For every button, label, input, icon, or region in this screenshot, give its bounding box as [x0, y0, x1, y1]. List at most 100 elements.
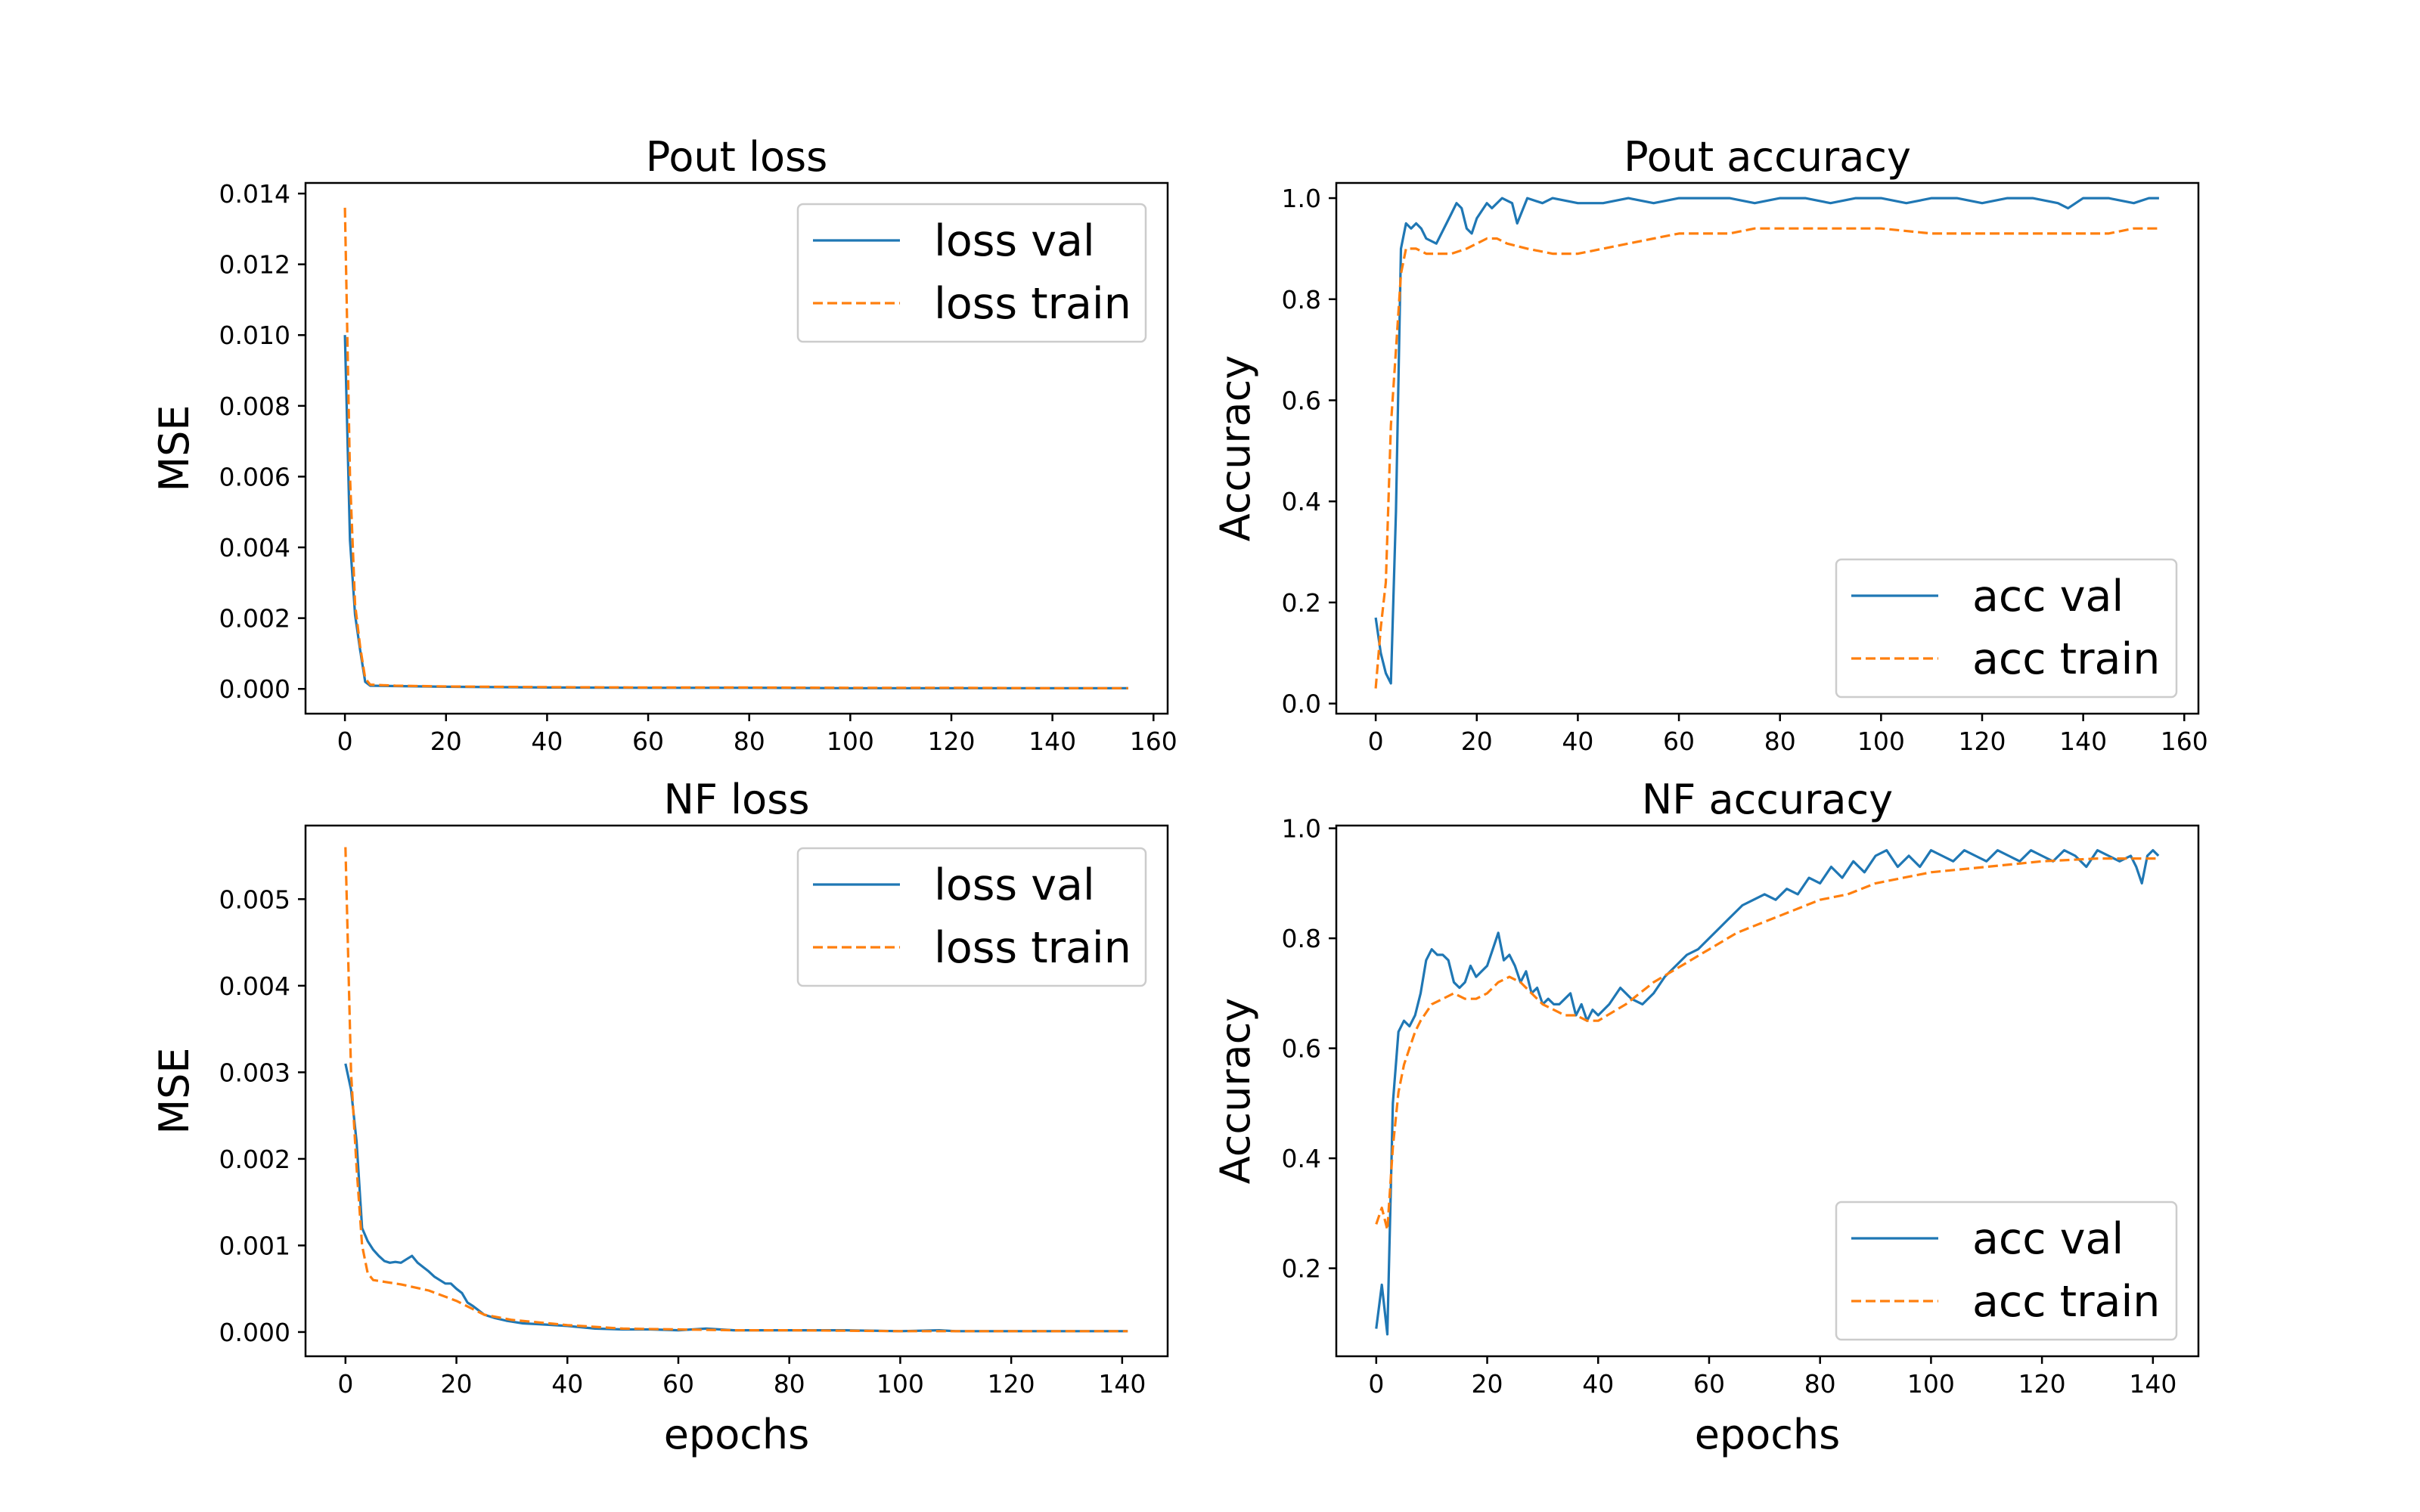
x-tick-label: 80 [1804, 1369, 1836, 1399]
y-tick-label: 0.8 [1282, 924, 1321, 953]
y-tick-label: 0.004 [219, 971, 290, 1001]
chart-title: Pout accuracy [1624, 133, 1911, 181]
legend-label: acc train [1972, 634, 2160, 684]
x-axis-label: epochs [664, 1411, 810, 1458]
y-tick-label: 0.010 [219, 321, 290, 350]
chart-panel-1: 0 20 40 60 80 100 120 140 160 0.000 0.002 0.004 0.00… [150, 133, 1177, 756]
legend: loss val loss train [796, 847, 1147, 987]
x-tick-label: 0 [337, 1369, 353, 1399]
chart-panel-3: 0 20 40 60 80 100 120 140 0.000 0.001 0.002 0.003 0.… [150, 776, 1169, 1458]
x-tick-label: 120 [988, 1369, 1035, 1399]
x-tick-label: 20 [441, 1369, 473, 1399]
legend-label: loss val [934, 216, 1095, 266]
x-tick-label: 160 [2161, 727, 2208, 756]
legend-box [796, 203, 1147, 343]
y-tick-label: 0.2 [1282, 1254, 1321, 1284]
legend-label: acc val [1972, 572, 2124, 621]
x-tick-label: 40 [1562, 727, 1593, 756]
x-tick-label: 0 [1368, 727, 1384, 756]
y-tick-label: 0.012 [219, 250, 290, 280]
x-axis-label: epochs [1695, 1411, 1841, 1458]
y-tick-label: 0.6 [1282, 1034, 1321, 1064]
series-line-acc-val [1374, 197, 2159, 685]
chart-title: NF loss [664, 776, 810, 823]
y-tick-label: 0.0 [1282, 689, 1321, 719]
series-line-loss-train [344, 847, 1128, 1333]
x-tick-label: 20 [430, 727, 462, 756]
series-line-loss-train [343, 207, 1128, 689]
x-tick-label: 80 [734, 727, 765, 756]
y-tick-label: 0.4 [1282, 487, 1321, 516]
x-tick-label: 140 [1098, 1369, 1146, 1399]
y-tick-label: 0.001 [219, 1231, 290, 1260]
x-tick-label: 80 [1764, 727, 1796, 756]
x-tick-label: 100 [827, 727, 874, 756]
series-line-acc-train [1374, 227, 2159, 689]
x-tick-label: 120 [1958, 727, 2006, 756]
x-tick-label: 0 [337, 727, 353, 756]
y-tick-label: 0.6 [1282, 386, 1321, 415]
y-axis-label: Accuracy [1212, 355, 1259, 542]
x-tick-label: 80 [774, 1369, 805, 1399]
legend-label: acc train [1972, 1277, 2160, 1327]
x-tick-label: 20 [1472, 1369, 1503, 1399]
legend-label: acc val [1972, 1214, 2124, 1264]
plot-frame [1335, 824, 2200, 1358]
y-axis-label: MSE [150, 405, 198, 492]
x-tick-label: 60 [662, 1369, 694, 1399]
legend: loss val loss train [796, 203, 1147, 343]
y-tick-label: 1.0 [1282, 184, 1321, 213]
x-tick-label: 100 [1857, 727, 1905, 756]
chart-title: Pout loss [646, 133, 828, 181]
x-tick-label: 20 [1461, 727, 1493, 756]
y-tick-label: 0.4 [1282, 1144, 1321, 1173]
y-tick-label: 0.008 [219, 392, 290, 421]
x-tick-label: 140 [1028, 727, 1076, 756]
plot-frame [1335, 181, 2200, 715]
legend-label: loss train [934, 279, 1131, 329]
legend-box [1835, 558, 2178, 699]
x-tick-label: 160 [1130, 727, 1177, 756]
legend-label: loss val [934, 860, 1095, 910]
y-tick-label: 0.005 [219, 885, 290, 914]
y-tick-label: 0.2 [1282, 588, 1321, 618]
y-tick-label: 0.000 [219, 1318, 290, 1347]
legend-box [1835, 1201, 2178, 1341]
x-tick-label: 40 [551, 1369, 583, 1399]
y-axis-label: Accuracy [1212, 998, 1259, 1185]
x-tick-label: 60 [1693, 1369, 1725, 1399]
plot-frame [304, 181, 1169, 715]
y-tick-label: 0.002 [219, 604, 290, 634]
chart-panel-2: 0 20 40 60 80 100 120 140 160 0.0 0.2 0.4 0.6 0.8 1.0 P… [1212, 133, 2208, 756]
chart-title: NF accuracy [1642, 776, 1893, 823]
series-line-loss-val [343, 335, 1128, 689]
y-tick-label: 0.003 [219, 1058, 290, 1087]
series-line-acc-train [1375, 857, 2159, 1232]
y-tick-label: 0.8 [1282, 285, 1321, 314]
x-tick-label: 40 [1582, 1369, 1614, 1399]
legend-label: loss train [934, 923, 1131, 973]
legend: acc val acc train [1835, 558, 2178, 699]
y-axis-label: MSE [150, 1048, 198, 1135]
chart-panel-4: 0 20 40 60 80 100 120 140 0.2 0.4 0.6 0.8 1.0 NF accu… [1212, 776, 2200, 1458]
x-tick-label: 40 [531, 727, 563, 756]
x-tick-label: 140 [2129, 1369, 2176, 1399]
x-tick-label: 0 [1368, 1369, 1384, 1399]
legend-box [796, 847, 1147, 987]
y-tick-label: 0.014 [219, 179, 290, 209]
y-tick-label: 0.004 [219, 533, 290, 562]
x-tick-label: 100 [1907, 1369, 1955, 1399]
x-tick-label: 60 [632, 727, 664, 756]
x-tick-label: 60 [1663, 727, 1695, 756]
y-tick-label: 1.0 [1282, 814, 1321, 844]
x-tick-label: 120 [2018, 1369, 2066, 1399]
series-line-loss-val [344, 1063, 1128, 1333]
plot-frame [304, 824, 1169, 1358]
x-tick-label: 120 [927, 727, 975, 756]
x-tick-label: 140 [2059, 727, 2107, 756]
y-tick-label: 0.000 [219, 674, 290, 704]
x-tick-label: 100 [876, 1369, 924, 1399]
y-tick-label: 0.002 [219, 1145, 290, 1174]
y-tick-label: 0.006 [219, 462, 290, 491]
